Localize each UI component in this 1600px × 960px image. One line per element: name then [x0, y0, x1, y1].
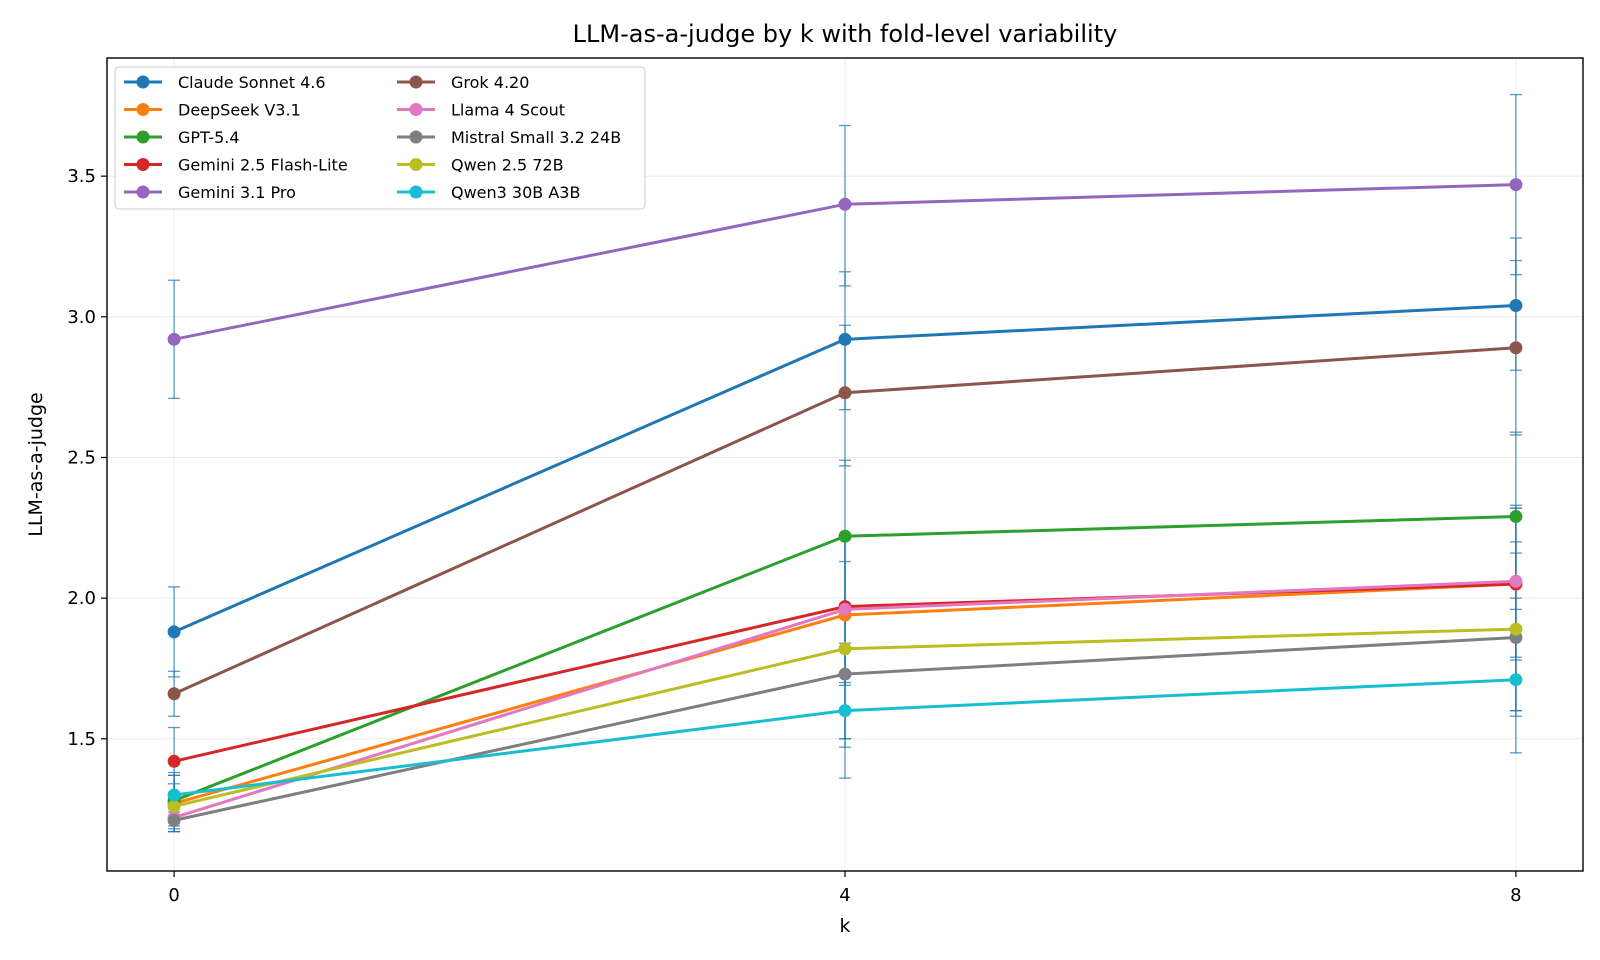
x-tick-label: 4: [839, 885, 850, 906]
legend-swatch-marker: [409, 130, 423, 144]
legend-swatch-marker: [409, 103, 423, 116]
data-point: [1509, 622, 1523, 636]
legend-label: Mistral Small 3.2 24B: [451, 128, 621, 147]
data-point: [1509, 673, 1523, 687]
data-point: [1509, 341, 1523, 355]
data-point: [167, 813, 181, 827]
legend-label: GPT-5.4: [178, 128, 240, 147]
data-point: [1509, 178, 1523, 192]
data-points: [167, 178, 1523, 827]
y-tick-label: 3.0: [67, 307, 96, 328]
legend-label: Claude Sonnet 4.6: [178, 73, 326, 92]
legend-swatch-marker: [409, 185, 423, 199]
legend-label: Qwen 2.5 72B: [451, 156, 564, 175]
legend-label: Qwen3 30B A3B: [451, 183, 580, 202]
data-point: [838, 704, 852, 718]
x-tick-label: 0: [168, 885, 179, 906]
data-point: [838, 667, 852, 681]
legend-swatch-marker: [136, 75, 150, 89]
legend-label: Grok 4.20: [451, 73, 529, 92]
legend-label: DeepSeek V3.1: [178, 101, 301, 120]
legend-box: [114, 66, 646, 210]
y-tick-label: 2.0: [67, 588, 96, 609]
legend-swatch-marker: [136, 158, 150, 171]
legend-swatch-marker: [136, 185, 150, 199]
x-tick-label: 8: [1510, 885, 1521, 906]
y-axis-title: LLM-as-a-judge: [25, 392, 47, 536]
legend-label: Gemini 3.1 Pro: [178, 183, 296, 202]
data-point: [1509, 510, 1523, 524]
x-axis-title: k: [839, 915, 850, 937]
data-point: [838, 642, 852, 656]
data-point: [167, 799, 181, 813]
data-point: [838, 602, 852, 616]
legend-swatch-marker: [136, 103, 150, 116]
data-point: [167, 332, 181, 346]
data-point: [838, 529, 852, 543]
data-point: [1509, 574, 1523, 588]
y-tick-label: 3.5: [67, 166, 96, 187]
legend: Claude Sonnet 4.6 DeepSeek V3.1 GPT-5.4 Gem…: [114, 66, 646, 210]
data-point: [838, 332, 852, 346]
data-point: [838, 197, 852, 211]
legend-label: Llama 4 Scout: [451, 101, 565, 120]
data-point: [1509, 299, 1523, 313]
data-point: [838, 386, 852, 400]
legend-swatch-marker: [409, 158, 423, 171]
legend-swatch-marker: [136, 130, 150, 144]
data-point: [167, 687, 181, 701]
chart-title: LLM-as-a-judge by k with fold-level vari…: [573, 20, 1118, 48]
legend-swatch-marker: [409, 75, 423, 89]
data-point: [167, 788, 181, 802]
y-tick-label: 1.5: [67, 729, 96, 750]
y-tick-label: 2.5: [67, 447, 96, 468]
axes: 0 4 8 1.5 2.0 2.5 3.0 3.5: [67, 166, 1521, 906]
data-point: [167, 754, 181, 768]
legend-label: Gemini 2.5 Flash-Lite: [178, 156, 348, 175]
data-point: [167, 625, 181, 639]
